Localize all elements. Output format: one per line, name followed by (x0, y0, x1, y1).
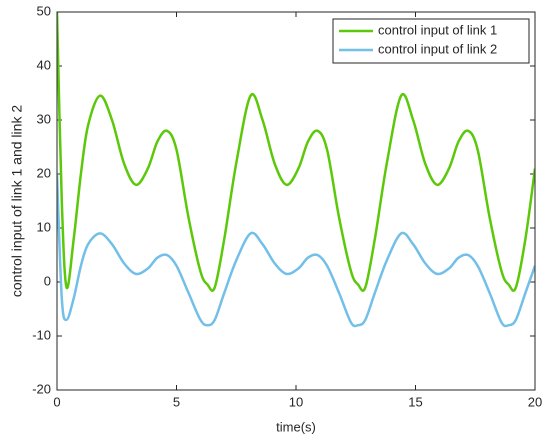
x-tick-label: 20 (528, 394, 542, 409)
legend-label: control input of link 2 (378, 41, 497, 56)
legend-box (332, 18, 530, 64)
legend-label: control input of link 1 (378, 22, 497, 37)
plot-area (57, 12, 535, 390)
x-tick-label: 5 (173, 394, 180, 409)
series-line (57, 12, 535, 292)
y-tick-label: 30 (37, 111, 51, 126)
y-tick-label: 0 (44, 273, 51, 288)
x-tick-label: 10 (289, 394, 303, 409)
x-tick-label: 15 (408, 394, 422, 409)
y-tick-label: -10 (32, 327, 51, 342)
series-line (57, 173, 535, 328)
y-tick-label: -20 (32, 381, 51, 396)
y-tick-label: 10 (37, 219, 51, 234)
y-axis-label: control input of link 1 and link 2 (9, 105, 25, 297)
y-tick-label: 40 (37, 57, 51, 72)
x-axis-label: time(s) (276, 419, 316, 434)
plot-frame (56, 11, 536, 391)
y-tick-label: 20 (37, 165, 51, 180)
x-tick-label: 0 (53, 394, 60, 409)
y-tick-label: 50 (37, 3, 51, 18)
